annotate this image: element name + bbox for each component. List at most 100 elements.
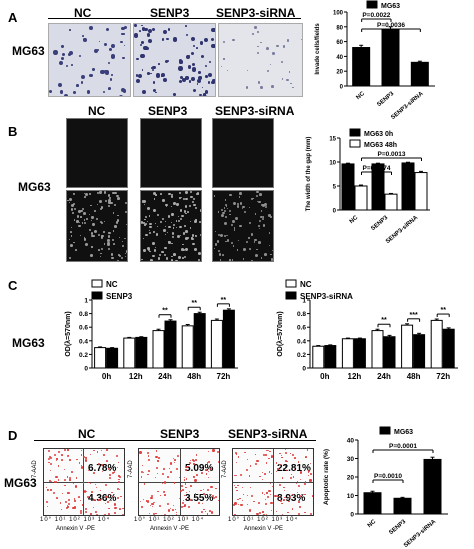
wound-image-sirna-48h bbox=[212, 190, 274, 262]
cell-texture bbox=[207, 461, 211, 464]
cell-texture bbox=[257, 45, 259, 48]
cell-texture bbox=[184, 225, 186, 227]
cell-texture bbox=[110, 202, 113, 205]
cell-texture bbox=[266, 514, 268, 515]
cell-texture bbox=[167, 28, 171, 32]
cell-texture bbox=[165, 203, 168, 207]
cell-texture bbox=[284, 451, 287, 455]
category-label: 24h bbox=[377, 372, 391, 381]
cell-texture bbox=[199, 41, 204, 45]
cell-texture bbox=[171, 213, 174, 216]
cell-texture bbox=[93, 210, 96, 213]
cell-texture bbox=[151, 503, 154, 506]
cell-texture bbox=[141, 69, 144, 71]
cell-texture bbox=[177, 215, 180, 218]
category-label: 72h bbox=[436, 372, 450, 381]
cell-texture bbox=[283, 45, 286, 48]
cell-texture bbox=[198, 254, 200, 256]
cell-texture bbox=[269, 216, 271, 218]
cell-texture bbox=[246, 69, 248, 71]
cell-texture bbox=[146, 500, 150, 503]
cell-texture bbox=[80, 210, 83, 213]
cell-texture bbox=[185, 197, 188, 201]
y-axis-label: OD(λ=570nm) bbox=[64, 311, 72, 356]
cell-texture bbox=[80, 216, 82, 218]
cell-texture bbox=[170, 95, 174, 96]
cell-texture bbox=[76, 84, 79, 87]
cell-texture bbox=[92, 223, 95, 226]
flow-axis-y-3: 7-AAD bbox=[222, 460, 228, 478]
cell-texture bbox=[123, 33, 126, 36]
cell-texture bbox=[270, 216, 273, 219]
cell-texture bbox=[100, 252, 102, 255]
cell-texture bbox=[141, 258, 143, 261]
header-d-sirna: SENP3-siRNA bbox=[228, 427, 308, 441]
cell-texture bbox=[111, 491, 114, 494]
cell-texture bbox=[195, 458, 197, 461]
cell-texture bbox=[85, 511, 88, 514]
cell-texture bbox=[212, 449, 215, 452]
cell-texture bbox=[179, 197, 181, 199]
cell-texture bbox=[181, 489, 184, 492]
cell-texture bbox=[177, 454, 180, 457]
cell-texture bbox=[119, 489, 121, 491]
cell-texture bbox=[104, 43, 108, 47]
cell-texture bbox=[152, 88, 156, 92]
cell-texture bbox=[190, 36, 195, 41]
cell-texture bbox=[115, 454, 118, 457]
chart-c-senp3: 0 0.2 0.4 0.6 0.8 1 OD(λ=570nm) 0h 12h 24h 48h 72h N… bbox=[64, 279, 238, 381]
category-label: SENP3 bbox=[388, 519, 407, 537]
cell-texture bbox=[70, 208, 74, 211]
cell-texture bbox=[100, 463, 104, 466]
cell-texture bbox=[69, 459, 71, 461]
cell-texture bbox=[256, 31, 259, 33]
cell-texture bbox=[178, 476, 181, 479]
cell-texture bbox=[200, 209, 201, 212]
cell-texture bbox=[178, 66, 183, 71]
cell-texture bbox=[246, 494, 248, 497]
cell-texture bbox=[112, 238, 115, 242]
cell-texture bbox=[286, 78, 290, 82]
cell-texture bbox=[164, 494, 166, 496]
cell-texture bbox=[78, 495, 81, 498]
cell-texture bbox=[121, 26, 125, 31]
cell-texture bbox=[300, 478, 302, 481]
cell-texture bbox=[150, 497, 153, 500]
flow-ticks-1: 10° 10¹ 10² 10³ 10⁴ bbox=[40, 517, 111, 523]
cell-texture bbox=[86, 495, 90, 498]
cell-texture bbox=[158, 63, 160, 65]
cell-texture bbox=[266, 46, 270, 50]
cell-texture bbox=[201, 86, 204, 89]
bar bbox=[193, 313, 206, 369]
cell-texture bbox=[198, 71, 201, 75]
cell-texture bbox=[141, 505, 143, 508]
cell-texture bbox=[80, 465, 83, 467]
cell-texture bbox=[261, 478, 264, 481]
cell-texture bbox=[95, 510, 98, 513]
y-tick-label: 0.2 bbox=[297, 352, 306, 359]
bar bbox=[384, 193, 398, 211]
cell-texture bbox=[101, 206, 104, 209]
cell-texture bbox=[92, 235, 95, 238]
cell-texture bbox=[195, 473, 198, 476]
cell-texture bbox=[66, 455, 70, 458]
cell-texture bbox=[200, 489, 202, 492]
significance-label: ** bbox=[440, 307, 446, 314]
header-d-nc: NC bbox=[78, 427, 96, 441]
cell-texture bbox=[173, 92, 177, 96]
chart-c-sirna: 0 0.2 0.4 0.6 0.8 1 OD(λ=570nm) 0h 12h 24h 48h 72h N… bbox=[276, 279, 458, 381]
cell-texture bbox=[257, 260, 259, 261]
cell-texture bbox=[72, 91, 76, 95]
cell-texture bbox=[80, 466, 84, 469]
cell-texture bbox=[165, 225, 167, 228]
cell-texture bbox=[185, 486, 187, 488]
cell-texture bbox=[191, 62, 196, 66]
cell-texture bbox=[309, 479, 312, 482]
header-a-nc: NC bbox=[74, 6, 92, 20]
cell-texture bbox=[157, 226, 159, 228]
cell-texture bbox=[281, 513, 284, 515]
cell-texture bbox=[113, 203, 116, 207]
cell-texture bbox=[286, 469, 288, 471]
cell-texture bbox=[260, 41, 263, 44]
cell-texture bbox=[122, 56, 125, 60]
